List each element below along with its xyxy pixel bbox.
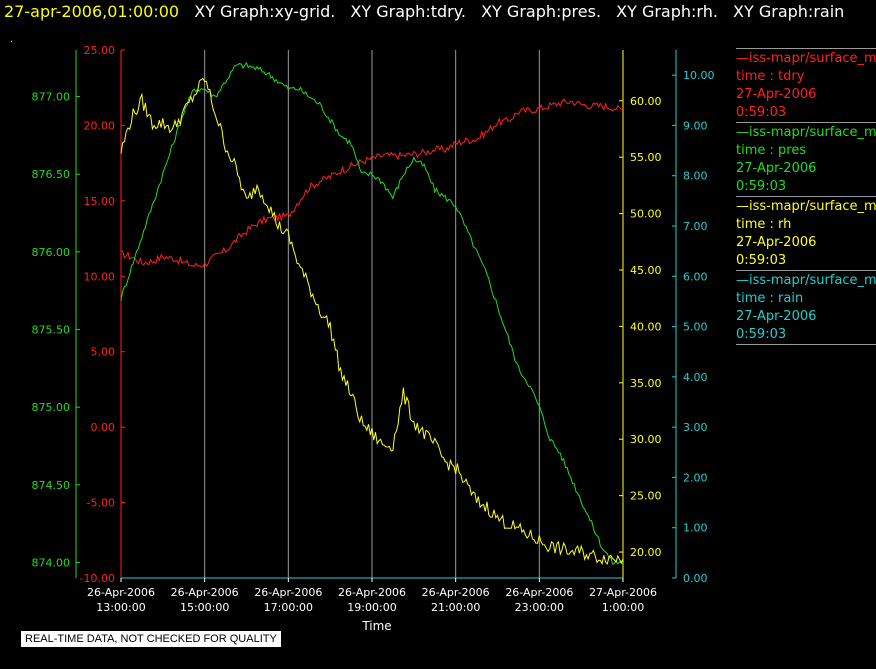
rain-tick-label: 0.00 [683,572,708,585]
x-tick-label-time: 13:00:00 [96,601,145,614]
x-tick-label-date: 26-Apr-2006 [505,586,573,599]
rh-tick-label: 30.00 [630,433,662,446]
legend-var: time : tdry [736,69,805,84]
rain-tick-label: 8.00 [683,170,708,183]
tdry-series-line [120,98,624,268]
legend-series: —iss-mapr/surface_m [736,51,876,66]
rain-tick-label: 7.00 [683,220,708,233]
header-timestamp: 27-apr-2006,01:00:00 [4,2,180,21]
rain-tick-label: 2.00 [683,471,708,484]
quality-note: REAL-TIME DATA, NOT CHECKED FOR QUALITY [21,631,281,647]
legend-date: 27-Apr-2006 [736,161,817,176]
rain-tick-label: 1.00 [683,522,708,535]
rh-tick-label: 35.00 [630,377,662,390]
x-tick-label-time: 15:00:00 [180,601,229,614]
tdry-tick-label: 10.00 [84,270,116,283]
x-tick-label-date: 26-Apr-2006 [87,586,155,599]
tdry-tick-label: 25.00 [84,44,116,57]
legend-date: 27-Apr-2006 [736,87,817,102]
rh-tick-label: 20.00 [630,546,662,559]
rh-tick-label: 50.00 [630,208,662,221]
x-tick-label-time: 17:00:00 [264,601,313,614]
x-tick-label-time: 21:00:00 [431,601,480,614]
legend-series: —iss-mapr/surface_m [736,125,876,140]
legend-item-pres: —iss-mapr/surface_m time : pres 27-Apr-2… [736,122,876,196]
x-tick-labels: 26-Apr-2006 13:00:00 26-Apr-2006 15:00:00 26… [87,578,657,614]
header-graph-pres: XY Graph:pres. [481,2,602,21]
tdry-tick-label: 5.00 [91,346,116,359]
rh-series-line [120,77,624,566]
rain-tick-label: 6.00 [683,270,708,283]
legend-time: 0:59:03 [736,179,787,194]
x-tick-label-date: 26-Apr-2006 [171,586,239,599]
rh-tick-label: 40.00 [630,320,662,333]
x-tick-label-time: 1:00:00 [602,601,644,614]
x-tick-label-time: 23:00:00 [515,601,564,614]
legend-time: 0:59:03 [736,327,787,342]
rain-tick-label: 10.00 [683,69,715,82]
rh-tick-label: 55.00 [630,151,662,164]
legend-var: time : rh [736,217,792,232]
rh-tick-label: 25.00 [630,490,662,503]
tdry-tick-label: 0.00 [91,421,116,434]
tdry-tick-label: 15.00 [84,195,116,208]
legend-item-tdry: —iss-mapr/surface_m time : tdry 27-Apr-2… [736,48,876,122]
rain-tick-label: 3.00 [683,421,708,434]
pres-tick-label: 875.00 [32,401,71,414]
legend: —iss-mapr/surface_m time : tdry 27-Apr-2… [736,48,876,345]
header-graph-xy-grid: XY Graph:xy-grid. [194,2,336,21]
legend-time: 0:59:03 [736,253,787,268]
x-tick-label-date: 27-Apr-2006 [589,586,657,599]
pres-tick-label: 875.50 [32,324,71,337]
legend-item-rain: —iss-mapr/surface_m time : rain 27-Apr-2… [736,270,876,345]
legend-date: 27-Apr-2006 [736,309,817,324]
rain-tick-label: 9.00 [683,119,708,132]
x-tick-label-date: 26-Apr-2006 [422,586,490,599]
legend-var: time : rain [736,291,804,306]
pres-tick-label: 874.50 [32,479,71,492]
pres-tick-label: 874.00 [32,556,71,569]
rain-tick-label: 4.00 [683,371,708,384]
rh-tick-label: 60.00 [630,95,662,108]
header-graph-tdry: XY Graph:tdry. [350,2,466,21]
x-axis-label: Time [361,619,391,633]
pres-tick-label: 876.50 [32,168,71,181]
pres-tick-label: 876.00 [32,246,71,259]
legend-var: time : pres [736,143,807,158]
axes: 874.00 874.50 875.00 875.50 876.00 876.50 877.… [32,44,715,585]
pres-tick-label: 877.00 [32,91,71,104]
legend-series: —iss-mapr/surface_m [736,199,876,214]
graph-header: 27-apr-2006,01:00:00 XY Graph:xy-grid. X… [4,2,844,21]
tdry-tick-label: -5.00 [87,497,115,510]
tdry-tick-label: 20.00 [84,119,116,132]
x-tick-label-date: 26-Apr-2006 [338,586,406,599]
x-tick-label-date: 26-Apr-2006 [254,586,322,599]
legend-item-rh: —iss-mapr/surface_m time : rh 27-Apr-200… [736,196,876,270]
tdry-tick-label: -10.00 [80,572,115,585]
grid-lines [120,50,624,578]
header-graph-rain: XY Graph:rain [733,2,845,21]
x-tick-label-time: 19:00:00 [347,601,396,614]
header-graph-rh: XY Graph:rh. [616,2,718,21]
rh-tick-label: 45.00 [630,264,662,277]
header-dot: . [10,33,14,45]
pres-series-line [120,61,624,565]
rain-tick-label: 5.00 [683,321,708,334]
legend-time: 0:59:03 [736,105,787,120]
legend-series: —iss-mapr/surface_m [736,273,876,288]
legend-date: 27-Apr-2006 [736,235,817,250]
